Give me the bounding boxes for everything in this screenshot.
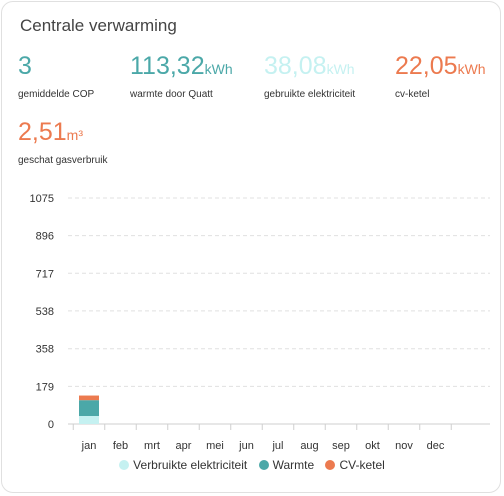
x-tick-label: jun [238, 440, 254, 452]
legend-swatch [119, 460, 130, 470]
legend-item-heat[interactable]: Warmte [258, 458, 315, 472]
y-tick-label: 0 [48, 419, 54, 431]
y-tick-label: 896 [36, 231, 54, 243]
stat-label: warmte door Quatt [130, 89, 213, 100]
stat-unit: kWh [457, 61, 486, 77]
y-tick-label: 179 [36, 381, 54, 393]
x-tick-label: nov [395, 440, 413, 452]
stat-unit: kWh [204, 61, 233, 77]
stat-label: geschat gasverbruik [18, 155, 108, 166]
stat-unit: m³ [66, 127, 83, 143]
x-tick-label: okt [365, 440, 380, 452]
x-tick-label: dec [427, 440, 445, 452]
legend-item-boiler[interactable]: CV-ketel [325, 458, 385, 472]
stat-value: 22,05 [395, 52, 458, 80]
stat-label: cv-ketel [395, 89, 430, 100]
stat-cop: 3 gemiddelde COP [18, 52, 94, 100]
bar-segment [79, 400, 99, 416]
legend-label: Warmte [272, 458, 315, 472]
stat-unit: kWh [326, 61, 355, 77]
x-tick-label: mei [206, 440, 224, 452]
chart-legend: Verbruikte elektriciteit Warmte CV-ketel [0, 458, 504, 473]
y-tick-label: 538 [36, 306, 54, 318]
card-title: Centrale verwarming [20, 16, 177, 35]
x-tick-label: jul [271, 440, 283, 452]
stat-boiler: 22,05kWh cv-ketel [395, 52, 486, 100]
y-tick-label: 358 [36, 344, 54, 356]
stat-gas: 2,51m³ geschat gasverbruik [18, 118, 108, 166]
y-tick-label: 1075 [30, 193, 54, 205]
stat-value: 113,32 [130, 52, 205, 80]
y-tick-label: 717 [36, 268, 54, 280]
stat-value: 3 [18, 52, 32, 80]
x-tick-label: feb [113, 440, 128, 452]
x-tick-label: jan [81, 440, 97, 452]
stat-value: 2,51 [18, 118, 67, 146]
stat-heat: 113,32kWh warmte door Quatt [130, 52, 233, 100]
stat-value: 38,08 [264, 52, 327, 80]
stat-label: gemiddelde COP [18, 89, 95, 100]
legend-item-electricity[interactable]: Verbruikte elektriciteit [119, 458, 247, 472]
x-tick-label: sep [332, 440, 350, 452]
legend-swatch [258, 460, 269, 470]
bar-chart: 0 179 358 538 717 896 1075 jan feb mrt apr mei jun ju… [30, 193, 490, 452]
stat-electricity: 38,08kWh gebruikte elektriciteit [264, 52, 355, 100]
x-tick-label: aug [300, 440, 318, 452]
x-tick-label: apr [176, 440, 192, 452]
bar-segment [79, 415, 99, 424]
stat-label: gebruikte elektriciteit [264, 89, 356, 100]
legend-label: CV-ketel [339, 458, 385, 472]
legend-swatch [325, 460, 336, 470]
bar-segment [79, 395, 99, 401]
legend-label: Verbruikte elektriciteit [133, 458, 248, 472]
x-tick-label: mrt [144, 440, 160, 452]
